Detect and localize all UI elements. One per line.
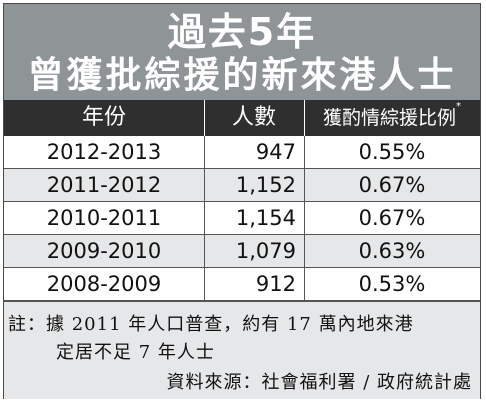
table-row: 2011-2012 1,152 0.67% — [4, 169, 480, 202]
table-row: 2010-2011 1,154 0.67% — [4, 202, 480, 235]
note-text-line-2: 定居不足 7 年人士 — [56, 342, 215, 363]
column-divider — [204, 202, 205, 234]
title-line-1: 過去5年 — [167, 10, 317, 54]
cell-percentage: 0.67% — [358, 206, 426, 230]
cell-year: 2011-2012 — [46, 173, 162, 197]
title-band: 過去5年 曾獲批綜援的新來港人士 — [4, 4, 480, 100]
column-divider — [204, 136, 205, 168]
source-credit: 資料來源：社會福利署 / 政府統計處 — [166, 372, 472, 393]
cell-year: 2009-2010 — [46, 239, 162, 263]
header-percentage: 獲酌情綜援比例* — [304, 100, 480, 136]
cell-percentage: 0.63% — [358, 239, 426, 263]
column-divider — [304, 202, 305, 234]
table-row: 2008-2009 912 0.53% — [4, 268, 480, 301]
title-line-2: 曾獲批綜援的新來港人士 — [27, 55, 457, 96]
column-divider — [304, 136, 305, 168]
cell-count: 947 — [255, 140, 296, 164]
column-divider — [204, 169, 205, 201]
note-text-line-1: 註：據 2011 年人口普查，約有 17 萬內地來港 — [8, 314, 414, 335]
cell-percentage: 0.53% — [358, 272, 426, 296]
table-row: 2009-2010 1,079 0.63% — [4, 235, 480, 268]
header-year: 年份 — [81, 105, 126, 130]
infographic-frame: 過去5年 曾獲批綜援的新來港人士 年份 人數 獲酌情綜援比例* 2012-201… — [3, 3, 481, 399]
footnote-mark: * — [456, 101, 461, 112]
header-divider — [304, 100, 305, 136]
cell-year: 2010-2011 — [46, 206, 162, 230]
column-divider — [304, 169, 305, 201]
cell-count: 912 — [255, 272, 296, 296]
header-divider — [204, 100, 205, 136]
cell-percentage: 0.67% — [358, 173, 426, 197]
column-divider — [304, 268, 305, 300]
column-divider — [204, 268, 205, 300]
cell-count: 1,154 — [235, 206, 296, 230]
column-divider — [304, 235, 305, 267]
cell-year: 2008-2009 — [46, 272, 162, 296]
cell-year: 2012-2013 — [46, 140, 162, 164]
column-divider — [204, 235, 205, 267]
header-count: 人數 — [231, 105, 276, 130]
table-row: 2012-2013 947 0.55% — [4, 136, 480, 169]
cell-count: 1,152 — [235, 173, 296, 197]
header-percentage-label: 獲酌情綜援比例 — [322, 107, 456, 129]
cell-count: 1,079 — [235, 239, 296, 263]
notes-section: 註：據 2011 年人口普查，約有 17 萬內地來港 定居不足 7 年人士 資料… — [4, 301, 480, 399]
table-header-row: 年份 人數 獲酌情綜援比例* — [4, 100, 480, 136]
table-body: 2012-2013 947 0.55% 2011-2012 1,152 0.67… — [4, 136, 480, 301]
cell-percentage: 0.55% — [358, 140, 426, 164]
